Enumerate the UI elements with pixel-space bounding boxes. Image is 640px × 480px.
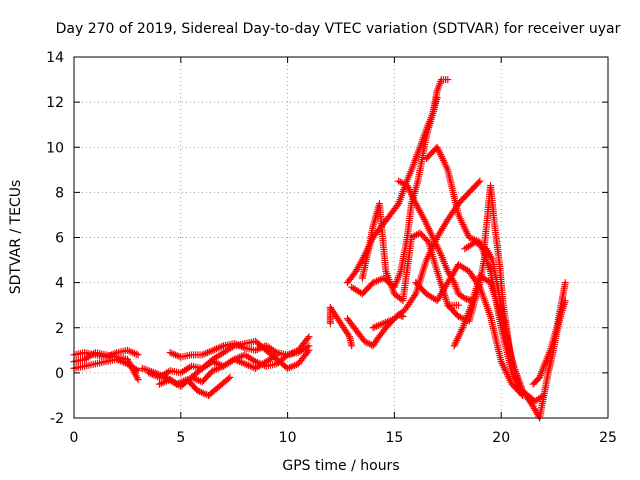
data-point [304,334,312,342]
x-tick-label: 5 [176,430,185,446]
x-tick-label: 20 [492,430,510,446]
data-point [134,351,142,359]
data-point [224,375,232,383]
x-tick-label: 25 [599,430,617,446]
y-tick-label: 12 [46,95,64,111]
chart-title: Day 270 of 2019, Sidereal Day-to-day VTE… [56,21,621,37]
x-tick-label: 15 [385,430,403,446]
y-axis-label: SDTVAR / TECUs [8,180,24,295]
axes: 0 5 10 15 20 25 -2 0 2 4 6 8 10 12 14 [46,50,617,446]
data-point [476,177,484,185]
data-point [423,237,431,245]
plot-frame [73,56,609,419]
series-arc-13 [529,279,569,388]
series-arc-7 [412,261,527,399]
y-tick-label: 2 [55,321,64,337]
y-tick-label: 14 [46,50,64,66]
series-arc-4 [358,200,462,309]
series-isolated [326,303,356,350]
x-tick-label: 0 [70,430,79,446]
series-mid-5 [187,337,313,381]
data-point [393,201,401,209]
data-point [444,76,452,84]
data-point [514,380,522,388]
y-tick-label: 10 [46,140,64,156]
x-tick-label: 10 [279,430,297,446]
data-point [226,373,234,381]
x-axis-label: GPS time / hours [282,458,399,474]
data-point [561,279,569,287]
data-point [454,301,462,309]
data-point [475,179,483,187]
y-tick-label: -2 [50,411,64,427]
series-arc-11 [461,182,522,388]
y-tick-label: 4 [55,276,64,292]
data-point [414,230,422,238]
data-point [304,348,312,356]
data-point [305,333,313,341]
grid-lines [74,57,608,418]
y-tick-label: 8 [55,185,64,201]
data-point [459,293,467,301]
data-point [348,342,356,350]
data-points [70,76,569,422]
y-tick-label: 0 [55,366,64,382]
y-tick-label: 6 [55,231,64,247]
data-point [433,94,441,102]
data-point [134,376,142,384]
data-point [305,346,313,354]
